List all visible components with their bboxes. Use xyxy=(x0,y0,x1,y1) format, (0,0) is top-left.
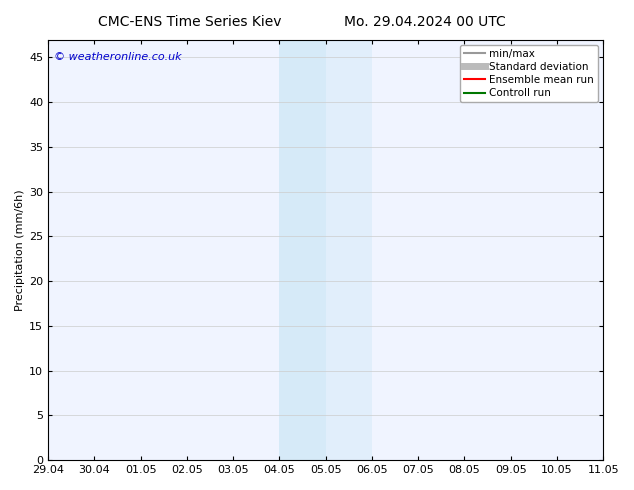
Bar xyxy=(280,40,326,460)
Bar xyxy=(326,40,372,460)
Text: © weatheronline.co.uk: © weatheronline.co.uk xyxy=(54,52,181,62)
Legend: min/max, Standard deviation, Ensemble mean run, Controll run: min/max, Standard deviation, Ensemble me… xyxy=(460,45,598,102)
Text: CMC-ENS Time Series Kiev: CMC-ENS Time Series Kiev xyxy=(98,15,282,29)
Y-axis label: Precipitation (mm/6h): Precipitation (mm/6h) xyxy=(15,189,25,311)
Text: Mo. 29.04.2024 00 UTC: Mo. 29.04.2024 00 UTC xyxy=(344,15,506,29)
